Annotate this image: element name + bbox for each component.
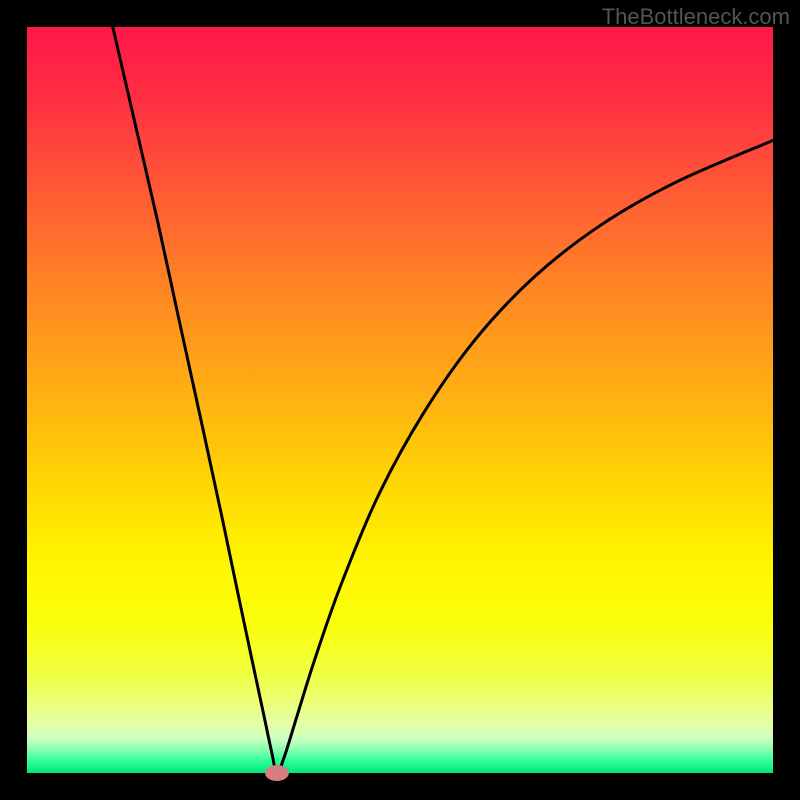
minimum-marker — [265, 765, 289, 781]
bottleneck-chart — [0, 0, 800, 800]
chart-frame: TheBottleneck.com — [0, 0, 800, 800]
watermark-label: TheBottleneck.com — [602, 4, 790, 30]
